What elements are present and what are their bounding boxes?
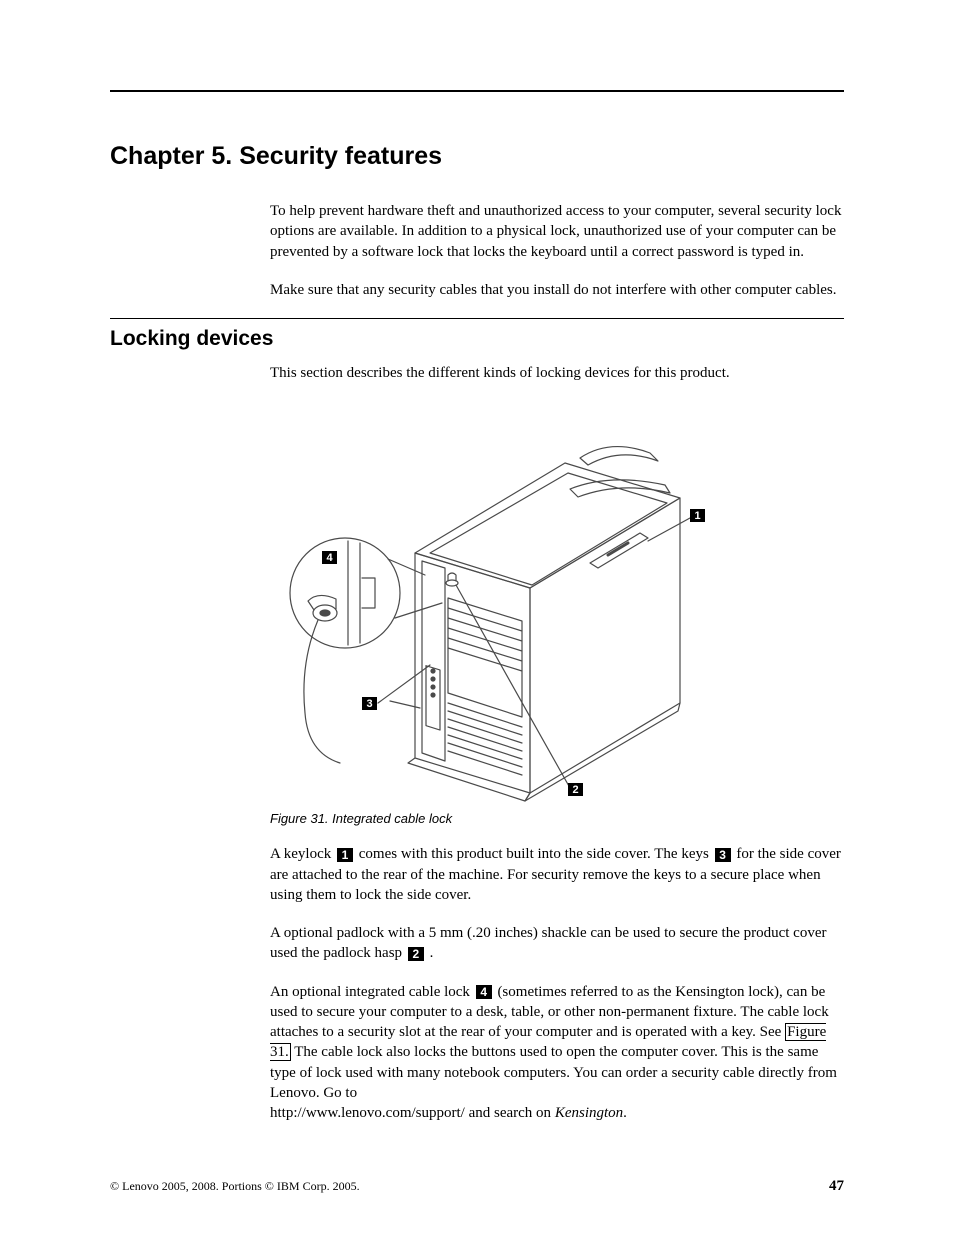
p3-italic: Kensington	[555, 1105, 623, 1121]
p3-text-c: The cable lock also locks the buttons us…	[270, 1044, 837, 1101]
inline-callout-4: 4	[476, 985, 492, 999]
callout-3: 3	[366, 698, 372, 710]
callout-4: 4	[326, 552, 333, 564]
inline-callout-1: 1	[337, 848, 353, 862]
section-intro-text: This section describes the different kin…	[270, 363, 844, 383]
body-paragraphs: A keylock 1 comes with this product buil…	[270, 844, 844, 1123]
p1-text-b: comes with this product built into the s…	[355, 846, 713, 862]
copyright-text: © Lenovo 2005, 2008. Portions © IBM Corp…	[110, 1179, 360, 1194]
p2-text-a: A optional padlock with a 5 mm (.20 inch…	[270, 925, 827, 961]
p3-text-e: .	[623, 1105, 627, 1121]
callout-1: 1	[694, 510, 700, 522]
figure-container: 1 2 3 4 Figure 31. Integrated cable lock	[270, 403, 844, 826]
section-title: Locking devices	[110, 327, 844, 351]
p1-text-a: A keylock	[270, 846, 335, 862]
p3-text-a: An optional integrated cable lock	[270, 984, 474, 1000]
p3-text-d: http://www.lenovo.com/support/ and searc…	[270, 1105, 555, 1121]
page-number: 47	[829, 1178, 844, 1195]
figure-caption: Figure 31. Integrated cable lock	[270, 811, 844, 826]
intro-paragraph-1: To help prevent hardware theft and unaut…	[270, 201, 844, 262]
paragraph-cable-lock: An optional integrated cable lock 4 (som…	[270, 982, 844, 1124]
section-intro: This section describes the different kin…	[270, 363, 844, 383]
intro-paragraph-2: Make sure that any security cables that …	[270, 280, 844, 300]
inline-callout-3: 3	[715, 848, 731, 862]
callout-2: 2	[572, 784, 578, 796]
paragraph-padlock: A optional padlock with a 5 mm (.20 inch…	[270, 923, 844, 964]
chapter-title: Chapter 5. Security features	[110, 142, 844, 171]
p2-text-b: .	[426, 945, 434, 961]
section-rule	[110, 318, 844, 319]
chapter-intro: To help prevent hardware theft and unaut…	[270, 201, 844, 300]
paragraph-keylock: A keylock 1 comes with this product buil…	[270, 844, 844, 905]
page-footer: © Lenovo 2005, 2008. Portions © IBM Corp…	[110, 1178, 844, 1195]
computer-tower-diagram: 1 2 3 4	[270, 403, 710, 803]
top-rule	[110, 90, 844, 92]
inline-callout-2: 2	[408, 947, 424, 961]
